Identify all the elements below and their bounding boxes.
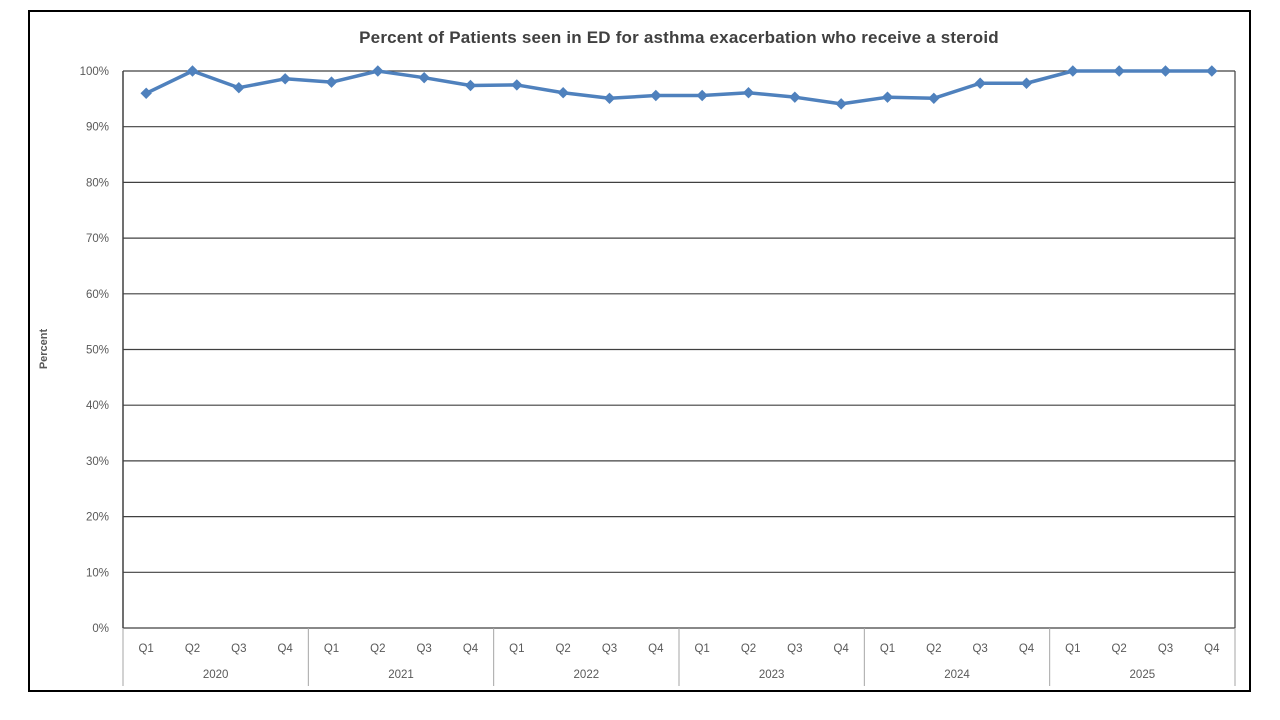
y-tick-label-80%: 80% xyxy=(86,177,109,189)
data-point-18 xyxy=(928,92,940,105)
y-tick-label-90%: 90% xyxy=(86,122,109,134)
x-tick-2022-Q2: Q2 xyxy=(555,643,570,655)
data-point-23 xyxy=(1159,65,1172,77)
x-tick-2025-Q2: Q2 xyxy=(1111,643,1126,655)
y-tick-label-10%: 10% xyxy=(86,567,109,579)
data-point-12 xyxy=(650,89,662,102)
data-point-11 xyxy=(603,92,616,105)
y-tick-label-0%: 0% xyxy=(92,623,109,635)
data-point-22 xyxy=(1113,65,1125,77)
y-tick-label-20%: 20% xyxy=(86,512,109,524)
year-label-2020: 2020 xyxy=(203,669,229,681)
y-tick-label-100%: 100% xyxy=(80,66,109,78)
x-tick-2021-Q2: Q2 xyxy=(370,643,385,655)
x-tick-2023-Q4: Q4 xyxy=(833,643,849,655)
year-label-2021: 2021 xyxy=(388,669,414,681)
x-tick-2025-Q3: Q3 xyxy=(1158,643,1173,655)
year-label-2025: 2025 xyxy=(1130,669,1156,681)
data-point-14 xyxy=(742,87,755,99)
data-point-17 xyxy=(881,91,894,103)
x-tick-2021-Q3: Q3 xyxy=(416,643,431,655)
x-tick-2020-Q3: Q3 xyxy=(231,643,246,655)
data-point-7 xyxy=(418,71,430,84)
x-tick-2020-Q1: Q1 xyxy=(138,643,153,655)
y-tick-label-50%: 50% xyxy=(86,345,109,357)
x-tick-2025-Q1: Q1 xyxy=(1065,643,1080,655)
x-tick-2023-Q3: Q3 xyxy=(787,643,802,655)
data-point-8 xyxy=(464,79,477,92)
data-point-1 xyxy=(140,87,152,99)
data-point-10 xyxy=(557,87,569,99)
data-point-4 xyxy=(279,73,291,85)
x-tick-2022-Q3: Q3 xyxy=(602,643,617,655)
x-tick-2025-Q4: Q4 xyxy=(1204,643,1220,655)
data-point-24 xyxy=(1206,65,1218,77)
data-point-6 xyxy=(372,65,384,77)
data-point-9 xyxy=(511,79,523,91)
x-tick-2021-Q4: Q4 xyxy=(463,643,479,655)
line-chart: 0% 10% 20% 30% 40% 50% 60% 70% 80% 90% 100% Q1 Q2 Q3 Q… xyxy=(80,65,1236,686)
y-tick-label-30%: 30% xyxy=(86,456,109,468)
y-tick-label-40%: 40% xyxy=(86,400,109,412)
x-tick-2021-Q1: Q1 xyxy=(324,643,339,655)
x-tick-2022-Q1: Q1 xyxy=(509,643,524,655)
x-tick-2024-Q2: Q2 xyxy=(926,643,941,655)
data-point-5 xyxy=(325,76,338,88)
data-point-15 xyxy=(789,91,801,103)
x-tick-2020-Q2: Q2 xyxy=(185,643,200,655)
data-point-21 xyxy=(1067,65,1079,77)
series-line xyxy=(144,69,1214,106)
x-tick-2023-Q1: Q1 xyxy=(694,643,709,655)
chart-title: Percent of Patients seen in ED for asthm… xyxy=(359,28,999,47)
year-label-2022: 2022 xyxy=(574,669,600,681)
data-point-20 xyxy=(1020,77,1033,89)
year-label-2024: 2024 xyxy=(944,669,970,681)
data-point-16 xyxy=(835,98,847,110)
x-tick-2020-Q4: Q4 xyxy=(277,643,293,655)
data-point-2 xyxy=(186,65,199,77)
data-point-3 xyxy=(233,82,245,94)
x-tick-2024-Q1: Q1 xyxy=(880,643,895,655)
y-tick-label-60%: 60% xyxy=(86,289,109,301)
x-tick-2024-Q3: Q3 xyxy=(972,643,987,655)
chart-outer-frame: Percent of Patients seen in ED for asthm… xyxy=(28,10,1251,692)
y-tick-label-70%: 70% xyxy=(86,233,109,245)
data-point-13 xyxy=(696,89,708,102)
x-tick-2024-Q4: Q4 xyxy=(1019,643,1035,655)
x-tick-2023-Q2: Q2 xyxy=(741,643,756,655)
data-point-19 xyxy=(974,77,986,89)
x-tick-2022-Q4: Q4 xyxy=(648,643,664,655)
year-label-2023: 2023 xyxy=(759,669,785,681)
